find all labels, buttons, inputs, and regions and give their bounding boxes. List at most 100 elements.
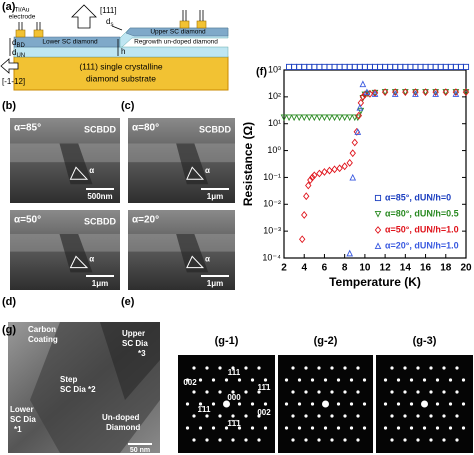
diffraction-spot [421,400,428,408]
angle-label: α [89,255,94,264]
diffraction-spot [185,426,190,430]
diffraction-spot [343,438,347,442]
diffraction-spot [442,366,446,370]
diffraction-spot [356,366,360,370]
diffraction-spot [284,378,289,382]
data-point [311,63,318,70]
diffraction-spot [455,366,459,370]
diffraction-spot [403,366,407,370]
diffraction-spot [185,402,190,406]
alpha-label: α=85° [14,123,41,134]
pattern-label: (g-3) [413,335,437,347]
data-point [412,88,419,97]
subscript: s [110,22,113,28]
diffraction-spot [349,402,354,406]
diffraction-spot [218,366,222,370]
data-point [361,63,368,70]
subscript: BD [16,43,25,49]
diffraction-spot [442,390,446,394]
diffraction-spot [349,426,354,430]
data-point [331,114,338,122]
data-point [291,63,298,70]
diffraction-spot [390,414,394,418]
diffraction-spot [442,438,446,442]
panel-label: (f) [256,66,267,78]
diffraction-spot [409,402,414,406]
diffraction-spot [330,390,334,394]
diffraction-spot [403,390,407,394]
x-tick-label: 8 [342,263,348,274]
panel-label: (a) [2,1,16,13]
data-point [311,114,318,122]
layer-label: Regrowth un-doped diamond [134,39,218,46]
data-point [447,63,454,70]
data-point [442,89,450,96]
diffraction-spot [231,390,235,394]
diffraction-spot [383,426,388,430]
diffraction-spot [211,402,216,406]
direction-label: [-1-12] [2,77,25,86]
diffraction-spot [390,438,394,442]
diffraction-spot [304,438,308,442]
diffraction-spot [442,414,446,418]
upper-layer [125,27,229,37]
data-point [371,63,379,70]
data-point [363,88,371,96]
data-point [462,63,470,70]
legend-marker [374,226,382,234]
data-point [316,63,323,70]
diffraction-spot [422,378,427,382]
tem-label: Upper [122,329,145,338]
data-point [402,88,409,97]
data-point [422,88,429,97]
data-point [336,114,343,122]
diffraction-spot [192,390,196,394]
data-point [402,89,409,96]
diffraction-spot [250,426,255,430]
diffraction-spot [349,378,354,382]
alpha-label: α=50° [14,215,41,226]
data-point [341,63,348,70]
x-axis-label: Temperature (K) [329,275,421,289]
diffraction-spot [435,378,440,382]
diffraction-spot [198,426,203,430]
diffraction-spot [257,366,261,370]
data-point [303,192,310,201]
data-point [301,211,308,219]
dun-label: dUN [12,48,25,58]
spot-label: 1̄11 [198,405,211,414]
diffraction-spot [223,400,230,408]
scale-label: 1μm [92,279,108,288]
diffraction-spot [396,378,401,382]
diffraction-spot [297,426,302,430]
spot-label: 1̄1̄1 [227,419,241,428]
dbd-label: dBD [12,38,25,48]
diffraction-spot [310,402,315,406]
data-point [452,63,459,70]
y-tick-label: 10² [268,91,281,101]
diffraction-spot [205,366,209,370]
data-point [387,63,394,70]
diffraction-spot [317,390,321,394]
diffraction-spot [356,438,360,442]
spot-label: 002 [183,378,197,387]
data-point [296,63,303,70]
data-point [316,114,323,122]
diffraction-spot [409,378,414,382]
pattern-label: (g-1) [215,335,239,347]
diffraction-spot [416,414,420,418]
data-point [326,114,333,122]
diffraction-spot [455,390,459,394]
angle-mark [186,255,205,269]
x-tick-label: 20 [460,263,472,274]
data-point [346,63,353,70]
diffraction-spot [211,426,216,430]
diffraction-spot [323,426,328,430]
data-point [397,63,404,70]
data-point [422,89,429,96]
diffraction-spot [304,414,308,418]
wires [9,10,204,56]
diffraction-spot [291,414,295,418]
spot-label: 000 [227,393,241,402]
diffraction-spot [304,390,308,394]
